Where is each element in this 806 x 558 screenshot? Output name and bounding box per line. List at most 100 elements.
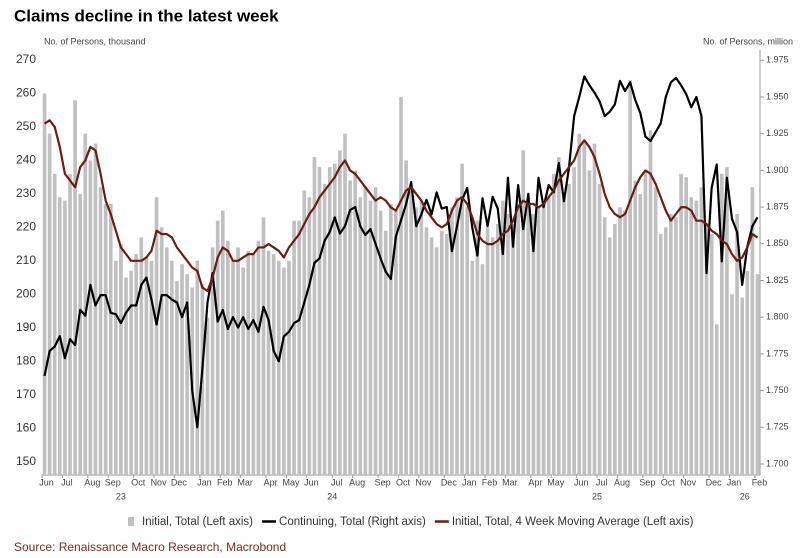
y2-tick-label: 1.725 [766,422,789,432]
bar [551,173,556,475]
bar [572,167,576,476]
y2-tick-label: 1.950 [766,91,789,101]
bar [490,237,495,475]
bar [414,207,419,476]
legend-label: Continuing, Total (Right axis) [279,516,426,528]
y2-tick-label: 1.925 [766,128,789,138]
x-tick-label: Nov [415,477,432,487]
bar [592,143,597,475]
bar [129,270,133,475]
bar [669,213,673,475]
bar [709,234,714,475]
bar [114,260,118,475]
bar [663,227,668,475]
x-tick-label: Oct [661,477,676,487]
bar [307,197,312,476]
source: Source: Renaissance Macro Research, Macr… [14,540,286,554]
x-tick-label: Nov [151,477,168,487]
bar [42,93,47,475]
y-tick-label: 250 [16,119,36,133]
bar [511,224,515,475]
bar [623,210,627,475]
bar [52,173,57,475]
bar [63,200,67,475]
y2-tick-label: 1.850 [766,238,789,248]
bar [119,244,123,475]
legend-label: Initial, Total (Left axis) [142,516,253,528]
bar [506,213,510,475]
bar [638,193,643,475]
bar [220,210,225,475]
bar [704,224,709,475]
x-tick-label: Sep [105,477,121,487]
bar [144,257,149,475]
bar [358,197,363,476]
bar [618,207,622,476]
bar [541,203,546,475]
x-tick-label: Dec [706,477,723,487]
y-tick-label: 240 [16,153,36,167]
bar [185,274,189,475]
y2-tick-label: 1.975 [766,55,789,65]
bar [271,254,276,475]
bar [282,267,286,475]
bar [409,190,414,475]
bar [725,167,729,476]
legend-swatch [128,517,134,526]
bar [714,324,719,475]
bar [643,170,648,475]
bar [343,133,347,475]
bar [287,260,291,475]
bar [378,210,383,475]
bar [353,170,358,475]
bar [205,317,210,475]
y-tick-label: 160 [16,420,36,434]
bar [470,260,475,475]
bar [653,187,658,476]
y-tick-label: 270 [16,52,36,66]
bar [536,207,541,476]
bar [215,220,220,475]
bar [317,167,322,476]
bar [735,213,739,475]
x-tick-label: Jun [39,477,54,487]
bar [501,200,505,475]
y2-tick-label: 1.775 [766,348,789,358]
x-tick-label: Jun [574,477,589,487]
bar [246,250,251,475]
bar [180,264,184,475]
bar [740,297,745,475]
y-tick-label: 150 [16,454,36,468]
bar [149,260,154,475]
bar [465,207,470,476]
bar [755,274,760,475]
x-tick-label: Jan [727,477,742,487]
bar [597,183,602,475]
bar [419,200,424,475]
bar [348,180,352,475]
bar [399,96,403,475]
x-tick-label: Mar [502,477,518,487]
bar [394,210,398,475]
bar [455,197,459,476]
bar [312,157,317,475]
bar [139,237,144,475]
x-tick-label: Aug [614,477,630,487]
bar [521,150,526,475]
line [43,119,759,293]
bar [276,260,281,475]
bar [689,197,694,476]
bar [562,193,566,475]
bar [516,203,520,475]
bar [567,183,571,475]
y-tick-label: 200 [16,286,36,300]
bar [648,130,653,476]
bar [108,203,113,475]
year-label: 24 [327,491,337,501]
y2-axis-label: No. of Persons, million [703,36,793,46]
bar [526,203,531,475]
bar [531,213,536,475]
y2-tick-label: 1.800 [766,312,789,322]
bar [78,193,83,475]
bar [388,203,393,475]
